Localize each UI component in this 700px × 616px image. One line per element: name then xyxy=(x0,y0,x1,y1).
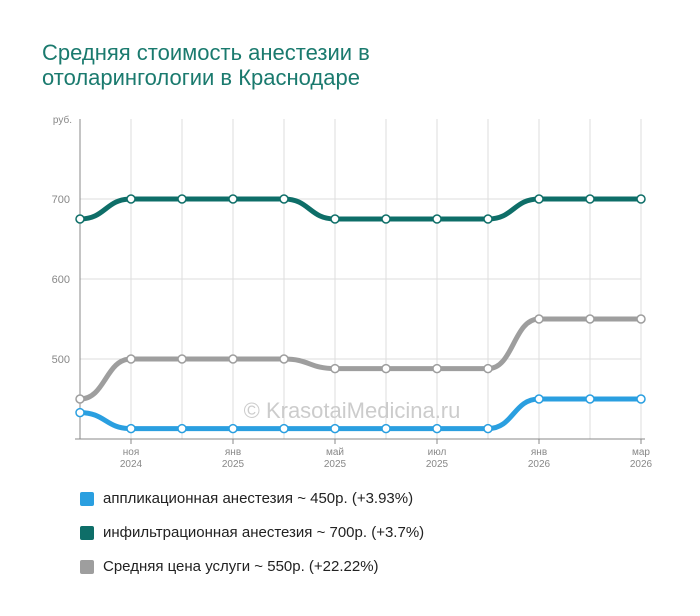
data-point xyxy=(432,214,442,224)
data-point xyxy=(75,214,85,224)
data-point xyxy=(636,394,646,404)
data-point xyxy=(432,423,442,434)
legend-swatch xyxy=(80,491,94,506)
data-point xyxy=(330,214,340,224)
chart-title: Средняя стоимость анестезии в отоларинго… xyxy=(42,40,370,90)
data-point xyxy=(330,363,340,374)
x-tick-month: янв xyxy=(531,447,547,458)
series-line-1 xyxy=(77,196,644,222)
data-point xyxy=(177,194,187,204)
data-point xyxy=(126,194,136,204)
data-point xyxy=(177,423,187,434)
data-point xyxy=(534,194,544,204)
legend-swatch xyxy=(80,559,94,574)
data-point xyxy=(381,363,391,374)
legend-item-2[interactable]: Средняя цена услуги ~ 550р. (+22.22%) xyxy=(80,558,379,575)
x-tick-year: 2026 xyxy=(630,459,653,470)
x-tick-year: 2024 xyxy=(120,459,143,470)
x-tick-year: 2025 xyxy=(426,459,449,470)
data-point xyxy=(330,423,340,434)
data-point xyxy=(177,354,187,364)
data-point xyxy=(75,394,85,404)
data-point xyxy=(228,354,238,364)
data-point xyxy=(126,423,136,434)
data-point xyxy=(381,214,391,224)
data-point xyxy=(279,423,289,434)
legend-item-0[interactable]: аппликационная анестезия ~ 450р. (+3.93%… xyxy=(80,490,413,507)
data-point xyxy=(483,423,493,434)
data-point xyxy=(279,354,289,364)
legend-label: Средняя цена услуги ~ 550р. (+22.22%) xyxy=(103,558,379,575)
data-point xyxy=(636,194,646,204)
data-point xyxy=(75,407,85,418)
x-tick-year: 2025 xyxy=(324,459,347,470)
x-tick-month: июл xyxy=(428,447,447,458)
data-point xyxy=(381,423,391,434)
legend-swatch xyxy=(80,525,94,540)
y-tick-label: 500 xyxy=(52,354,70,366)
data-point xyxy=(585,394,595,404)
y-tick-label: 600 xyxy=(52,274,70,286)
y-tick-label: 700 xyxy=(52,194,70,206)
data-point xyxy=(228,194,238,204)
data-point xyxy=(279,194,289,204)
data-point xyxy=(585,314,595,324)
x-tick-year: 2026 xyxy=(528,459,551,470)
legend-label: инфильтрационная анестезия ~ 700р. (+3.7… xyxy=(103,524,425,541)
data-point xyxy=(228,423,238,434)
x-tick-month: мар xyxy=(632,447,650,458)
x-tick-year: 2025 xyxy=(222,459,245,470)
legend-label: аппликационная анестезия ~ 450р. (+3.93%… xyxy=(103,490,414,507)
data-point xyxy=(483,214,493,224)
data-point xyxy=(432,363,442,374)
watermark: © KrasotaiMedicina.ru xyxy=(244,398,461,423)
data-point xyxy=(585,194,595,204)
data-point xyxy=(534,314,544,324)
data-point xyxy=(534,394,544,404)
data-point xyxy=(636,314,646,324)
data-point xyxy=(483,363,493,374)
x-tick-month: май xyxy=(326,447,344,458)
x-tick-month: янв xyxy=(225,447,241,458)
x-tick-month: ноя xyxy=(123,447,140,458)
data-point xyxy=(126,354,136,364)
y-axis-unit: руб. xyxy=(53,114,72,126)
legend-item-1[interactable]: инфильтрационная анестезия ~ 700р. (+3.7… xyxy=(80,524,424,541)
